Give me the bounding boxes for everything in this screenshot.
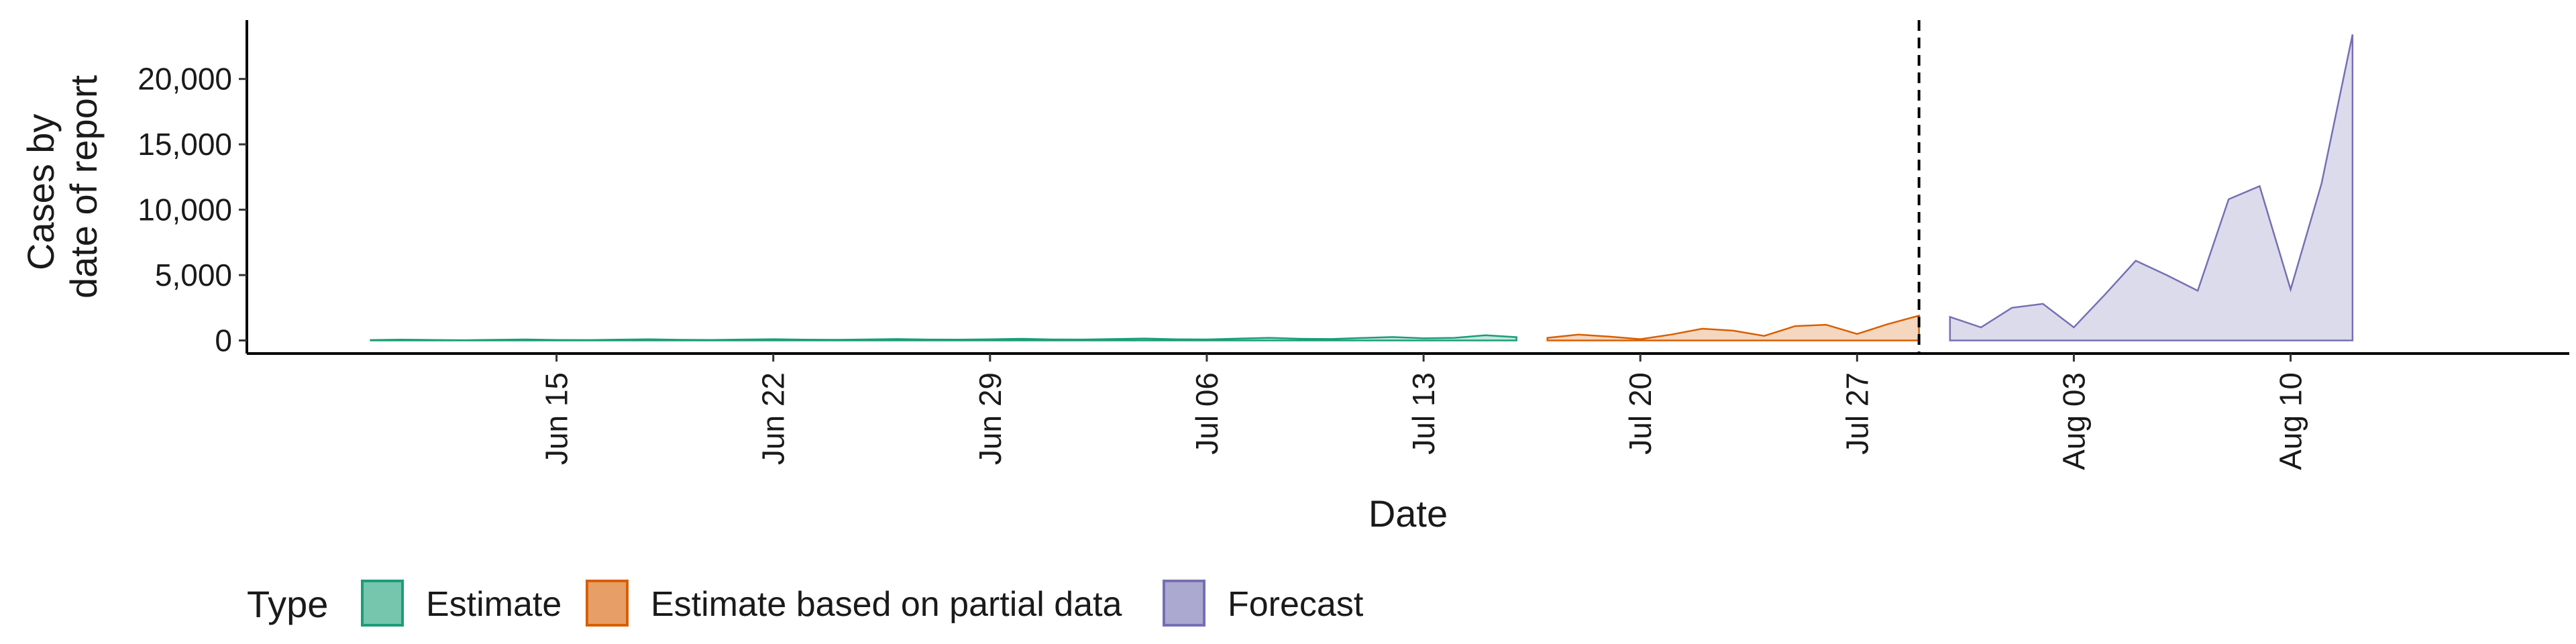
y-tick-label: 5,000 bbox=[155, 258, 232, 292]
plot-area bbox=[370, 20, 2354, 354]
legend-swatch-forecast bbox=[1163, 580, 1205, 627]
x-tick-label: Aug 10 bbox=[2273, 372, 2308, 470]
y-tick-label: 20,000 bbox=[138, 62, 232, 97]
y-tick-label: 10,000 bbox=[138, 193, 232, 227]
legend-title: Type bbox=[247, 583, 328, 625]
x-tick-label: Jun 15 bbox=[539, 372, 574, 465]
legend-swatch-estimate bbox=[361, 580, 404, 627]
legend-label-forecast: Forecast bbox=[1228, 585, 1364, 624]
y-axis-title-line-2: date of report bbox=[62, 75, 105, 299]
x-tick-label: Jul 27 bbox=[1839, 372, 1874, 455]
legend-swatch-estimate-based-on-partial-data bbox=[586, 580, 629, 627]
y-axis-title: Cases by date of report bbox=[19, 75, 105, 299]
series-area-forecast bbox=[1949, 34, 2354, 341]
x-tick-label: Jun 29 bbox=[973, 372, 1008, 465]
legend-label-estimate-based-on-partial-data: Estimate based on partial data bbox=[651, 585, 1122, 624]
y-axis-title-line-1: Cases by bbox=[19, 114, 62, 270]
y-tick-label: 15,000 bbox=[138, 127, 232, 162]
series-area-estimate-based-on-partial-data bbox=[1546, 314, 1920, 341]
x-tick-label: Jun 22 bbox=[756, 372, 791, 465]
x-axis-ticks: Jun 15 Jun 22 Jun 29 Jul 06 Jul 13 Jul 20 Jul … bbox=[539, 354, 2308, 470]
x-axis-title: Date bbox=[1368, 492, 1448, 535]
series-area-estimate bbox=[370, 334, 1517, 341]
x-tick-label: Jul 13 bbox=[1406, 372, 1441, 455]
x-tick-label: Aug 03 bbox=[2056, 372, 2091, 470]
y-axis-ticks: 0 5,000 10,000 15,000 20,000 bbox=[138, 62, 247, 358]
x-tick-label: Jul 06 bbox=[1189, 372, 1224, 455]
x-tick-label: Jul 20 bbox=[1623, 372, 1658, 455]
legend-label-estimate: Estimate bbox=[426, 585, 561, 624]
legend: Type Estimate Estimate based on partial d… bbox=[247, 580, 1364, 627]
y-tick-label: 0 bbox=[215, 323, 232, 358]
